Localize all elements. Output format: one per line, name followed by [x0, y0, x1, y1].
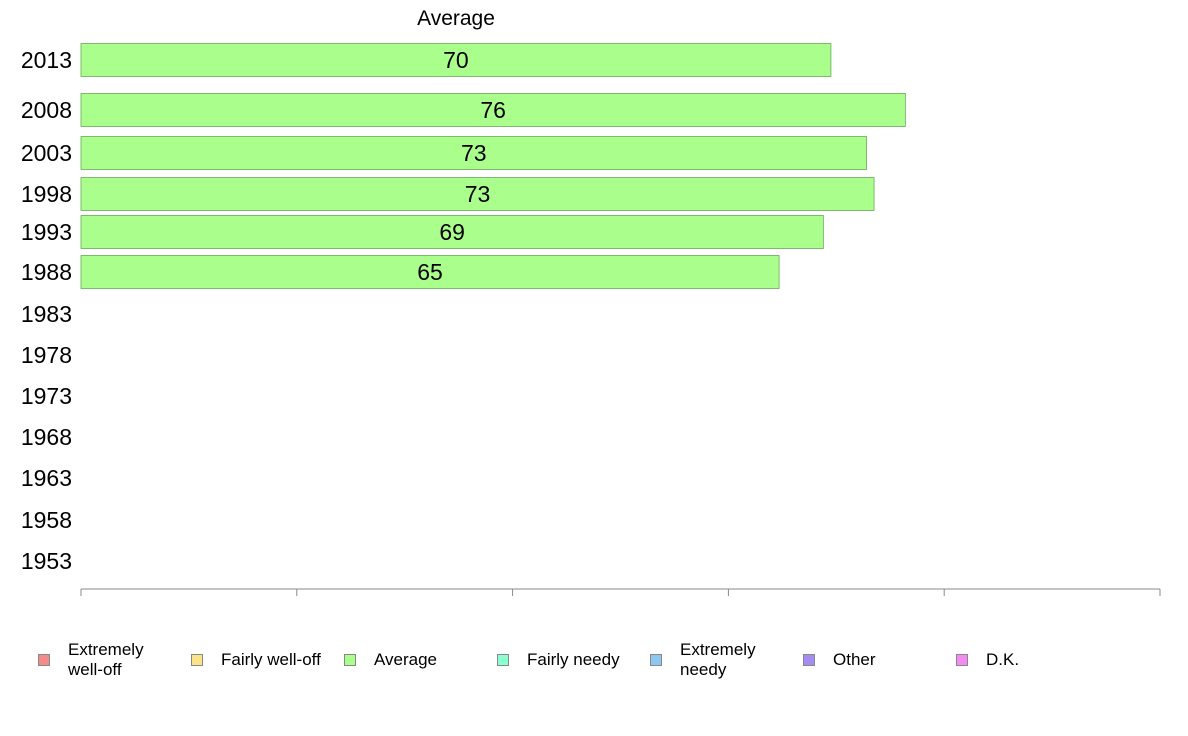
- bar: [80, 43, 832, 77]
- category-label: 2003: [21, 140, 72, 166]
- legend-swatch: [956, 654, 968, 666]
- legend-swatch: [38, 654, 50, 666]
- category-label: 1978: [21, 342, 72, 368]
- legend-item: Fairly needy: [497, 638, 620, 682]
- legend-label: Fairly well-off: [221, 650, 321, 669]
- category-label: 1973: [21, 383, 72, 409]
- category-label: 1998: [21, 181, 72, 207]
- legend-label: Fairly needy: [527, 650, 620, 669]
- bar-value-label: 76: [480, 97, 506, 123]
- bar-value-label: 65: [417, 259, 443, 285]
- legend-swatch: [650, 654, 662, 666]
- bar: [80, 177, 875, 211]
- chart-title: Average: [417, 7, 495, 30]
- legend-label: Extremely well-off: [68, 640, 144, 679]
- legend-label: Other: [833, 650, 876, 669]
- bar-value-label: 70: [443, 47, 469, 73]
- bar: [80, 136, 867, 170]
- legend-label: Extremely needy: [680, 640, 756, 679]
- legend-swatch: [497, 654, 509, 666]
- legend-item: Average: [344, 638, 437, 682]
- bar: [80, 93, 906, 127]
- legend-swatch: [803, 654, 815, 666]
- category-label: 2008: [21, 97, 72, 123]
- bar-value-label: 69: [439, 219, 465, 245]
- bar: [80, 255, 780, 289]
- legend: Extremely well-off Fairly well-off Avera…: [38, 638, 1178, 682]
- category-label: 1968: [21, 424, 72, 450]
- legend-label: D.K.: [986, 650, 1020, 669]
- category-label: 1988: [21, 259, 72, 285]
- category-label: 1963: [21, 465, 72, 491]
- legend-item: Fairly well-off: [191, 638, 321, 682]
- category-label: 1958: [21, 507, 72, 533]
- bar: [80, 215, 824, 249]
- bar-value-label: 73: [461, 140, 487, 166]
- legend-item: Other: [803, 638, 876, 682]
- legend-item: Extremely needy: [650, 638, 756, 682]
- legend-label: Average: [374, 650, 438, 669]
- legend-item: Extremely well-off: [38, 638, 144, 682]
- legend-swatch: [191, 654, 203, 666]
- legend-item: D.K.: [956, 638, 1019, 682]
- legend-swatch: [344, 654, 356, 666]
- category-label: 2013: [21, 47, 72, 73]
- bar-value-label: 73: [465, 181, 491, 207]
- category-label: 1983: [21, 301, 72, 327]
- category-label: 1993: [21, 219, 72, 245]
- category-label: 1953: [21, 548, 72, 574]
